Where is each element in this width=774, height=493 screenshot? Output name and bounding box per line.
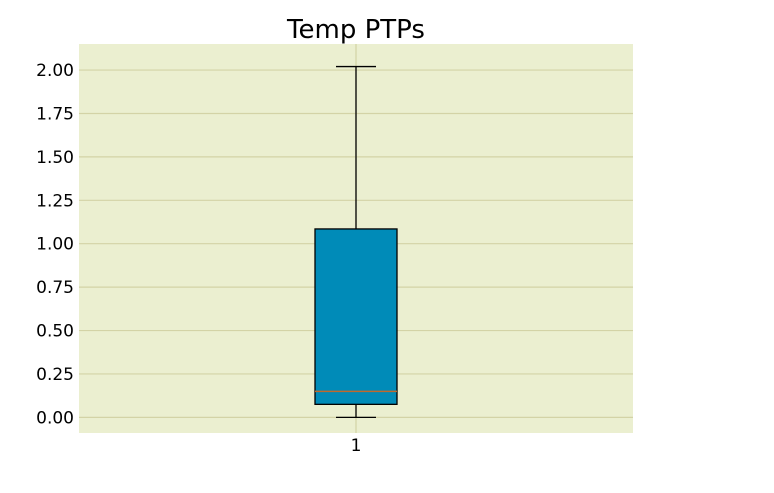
y-tick-label: 0.50: [36, 322, 74, 342]
y-tick-label: 0.75: [36, 278, 74, 298]
y-tick-label: 1.50: [36, 148, 74, 168]
tick-layer: 0.00 0.25 0.50 0.75 1.00 1.25 1.50 1.75 2.00 1: [36, 61, 361, 456]
chart-title: Temp PTPs: [286, 15, 425, 45]
box-layer: [314, 65, 398, 419]
box-1: [314, 65, 398, 419]
y-tick-label: 1.00: [36, 235, 74, 255]
x-tick-label: 1: [351, 436, 362, 456]
y-tick-label: 0.25: [36, 365, 74, 385]
iqr-box: [314, 228, 398, 405]
y-tick-label: 2.00: [36, 61, 74, 81]
y-tick-label: 1.75: [36, 104, 74, 124]
y-tick-label: 0.00: [36, 408, 74, 428]
y-tick-label: 1.25: [36, 191, 74, 211]
